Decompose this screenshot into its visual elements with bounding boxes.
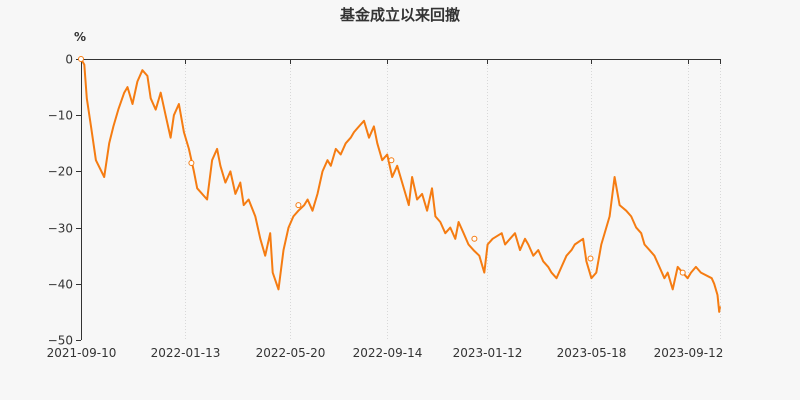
- series-marker: [471, 235, 478, 242]
- series-marker: [78, 56, 84, 62]
- y-tick-label: 0: [65, 53, 73, 67]
- x-tick-label: 2023-01-12: [453, 346, 523, 360]
- series-marker: [295, 202, 302, 209]
- x-tick-label: 2023-09-12: [654, 346, 724, 360]
- x-tick-label: 2022-09-14: [353, 346, 423, 360]
- series-marker: [388, 157, 395, 164]
- x-tick-label: 2022-01-13: [151, 346, 221, 360]
- y-axis-unit-label: %: [74, 30, 86, 44]
- grid-lines: [185, 59, 721, 340]
- series-marker: [188, 160, 195, 166]
- y-tick-label: −30: [48, 222, 73, 236]
- markers-layer: [78, 56, 686, 276]
- series-layer: [80, 58, 721, 313]
- x-tick-label: 2021-09-10: [47, 346, 117, 360]
- x-tick-label: 2023-05-18: [557, 346, 627, 360]
- drawdown-series-line: [80, 58, 721, 313]
- y-tick-label: −10: [48, 109, 73, 123]
- chart-title: 基金成立以来回撤: [339, 6, 460, 24]
- x-tick-label: 2022-05-20: [256, 346, 326, 360]
- y-tick-label: −20: [48, 165, 73, 179]
- series-marker: [587, 255, 594, 262]
- y-tick-label: −40: [48, 278, 73, 292]
- y-tick-label: −50: [48, 334, 73, 348]
- series-marker: [679, 269, 686, 276]
